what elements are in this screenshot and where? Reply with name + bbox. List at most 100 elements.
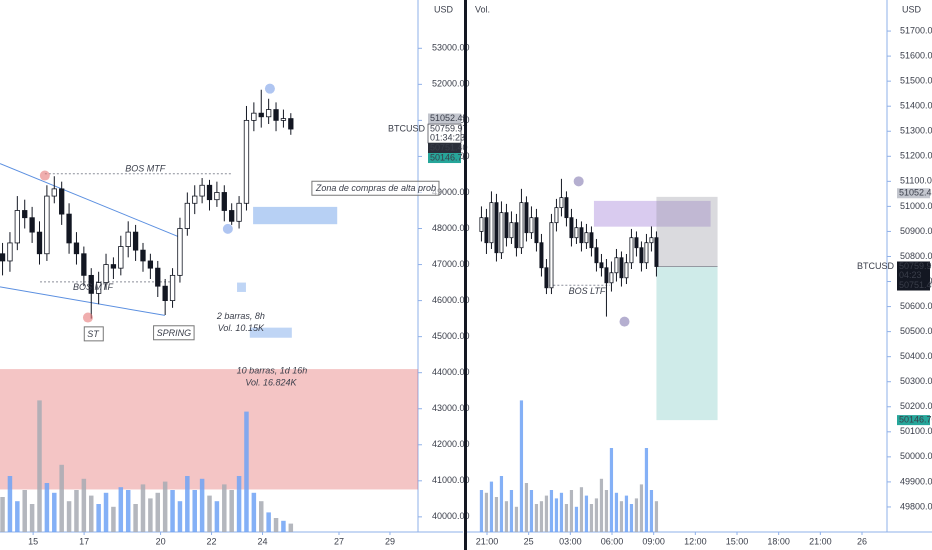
candle-body (118, 246, 124, 269)
annotation: 10 barras, 1d 16h (237, 365, 308, 375)
candle-body (280, 118, 287, 121)
y-tick-label: 50800.00 (900, 251, 932, 261)
zone (656, 266, 718, 421)
candle-body (544, 267, 549, 289)
candle-body (619, 257, 624, 279)
y-tick-label: 50600.00 (900, 301, 932, 311)
zone (249, 327, 292, 338)
annotation-box (311, 180, 440, 196)
y-tick-label: 50900.00 (900, 226, 932, 236)
x-tick-label: 15 (28, 536, 38, 546)
candle-body (479, 217, 484, 232)
x-tick-label: 24 (258, 536, 268, 546)
annotation: Vol. 16.824K (245, 378, 297, 388)
price-badge (897, 280, 930, 291)
volume-bar (504, 501, 509, 532)
volume-bar (125, 490, 131, 532)
candle-body (519, 202, 524, 249)
volume-bar (594, 498, 599, 532)
pane-right: USD Vol. 49800.00 49900.00 50000.00 50100.00 5… (467, 0, 932, 546)
volume-bar (494, 497, 499, 532)
volume-bar (544, 495, 549, 532)
volume-bar (15, 501, 20, 532)
candle-body (14, 210, 20, 244)
price-badge (428, 113, 461, 124)
volume-bar (266, 512, 271, 532)
zone (253, 206, 338, 225)
price-badge-label: 50759.97 (430, 123, 468, 133)
candle-body (147, 260, 154, 269)
annotation: 2 barras, 8h (216, 311, 265, 321)
volume-bar (534, 504, 539, 532)
x-tick-label: 20 (156, 536, 166, 546)
volume-bar (629, 504, 634, 532)
candle-body (103, 264, 109, 283)
y-tick-label: 50100.00 (900, 426, 932, 436)
y-tick-label: 50400.00 (900, 351, 932, 361)
volume-bar (29, 504, 35, 532)
zone (0, 369, 418, 490)
candle-body (639, 247, 644, 264)
pivot-marker (619, 316, 630, 327)
volume-bar (103, 492, 109, 532)
price-badge-label: 50759.97 (899, 261, 932, 271)
candle-body (243, 119, 250, 204)
candle-body (29, 217, 35, 233)
annotation-box (153, 325, 195, 341)
y-tick-label: 51300.00 (900, 126, 932, 136)
volume-bar (604, 490, 609, 532)
y-tick-label: 51000.00 (900, 201, 932, 211)
volume-bar (281, 520, 286, 532)
volume-bar (118, 487, 124, 532)
annotation-box (83, 326, 104, 342)
candle-body (140, 249, 146, 262)
candle-body (258, 112, 264, 118)
candle-body (251, 112, 257, 121)
currency-label: USD (434, 4, 454, 14)
candle-body (59, 188, 65, 215)
volume-bar (66, 501, 72, 532)
pivot-marker (39, 170, 50, 181)
volume-bar (649, 490, 654, 532)
candle-body (169, 274, 176, 302)
candle-body (499, 212, 504, 254)
volume-bar (37, 400, 42, 532)
y-tick-label: 51200.00 (900, 151, 932, 161)
currency-label: USD (902, 4, 922, 14)
x-tick-label: 06:00 (601, 536, 624, 546)
annotation: Vol. 10.15K (218, 323, 265, 333)
y-tick-label: 50000.00 (900, 451, 932, 461)
candle-body (265, 109, 272, 118)
candle-body (529, 217, 534, 234)
price-badge-label: 50146.70 (430, 152, 468, 162)
volume-bar (229, 490, 234, 532)
volume-bar (559, 492, 564, 532)
x-tick-label: 03:00 (559, 536, 582, 546)
volume-bar (7, 476, 13, 532)
volume-bar (614, 492, 619, 532)
price-badge (428, 153, 461, 164)
volume-bar (599, 478, 604, 532)
volume-bar (634, 498, 639, 532)
volume-bar (177, 501, 183, 532)
volume-bar (519, 400, 524, 532)
y-tick-label: 49800.00 (900, 501, 932, 511)
symbol-label: BTCUSD (857, 261, 895, 271)
trend-line (0, 163, 179, 237)
candle-body (654, 237, 659, 267)
price-badge (897, 415, 930, 426)
volume-bar (244, 411, 249, 532)
y-tick-label: 51400.00 (900, 101, 932, 111)
annotation: BOS MTF (73, 282, 114, 292)
volume-bar (207, 495, 212, 532)
candle-body (221, 192, 227, 211)
volume-bar (155, 492, 161, 532)
pivot-marker (573, 176, 584, 187)
annotation: BOS LTF (569, 286, 606, 296)
price-badge (428, 143, 461, 154)
y-tick-label: 43000.00 (432, 403, 470, 413)
candle-body (614, 257, 619, 274)
x-tick-label: 12:00 (684, 536, 707, 546)
x-tick-label: 17 (79, 536, 89, 546)
